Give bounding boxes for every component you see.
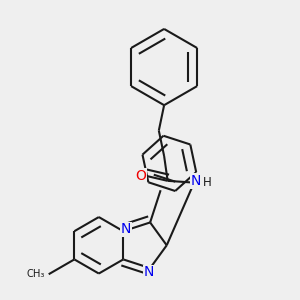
Text: O: O: [136, 169, 147, 183]
Text: N: N: [121, 222, 131, 236]
Text: N: N: [143, 266, 154, 279]
Text: H: H: [203, 176, 212, 189]
Text: N: N: [191, 174, 201, 188]
Text: CH₃: CH₃: [26, 269, 44, 279]
